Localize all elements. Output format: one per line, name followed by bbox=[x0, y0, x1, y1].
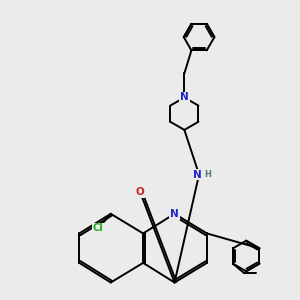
Text: H: H bbox=[204, 170, 211, 179]
Text: O: O bbox=[136, 187, 145, 197]
Text: N: N bbox=[180, 92, 189, 103]
Text: Cl: Cl bbox=[93, 223, 104, 233]
Text: N: N bbox=[170, 209, 179, 219]
Text: N: N bbox=[193, 169, 201, 179]
